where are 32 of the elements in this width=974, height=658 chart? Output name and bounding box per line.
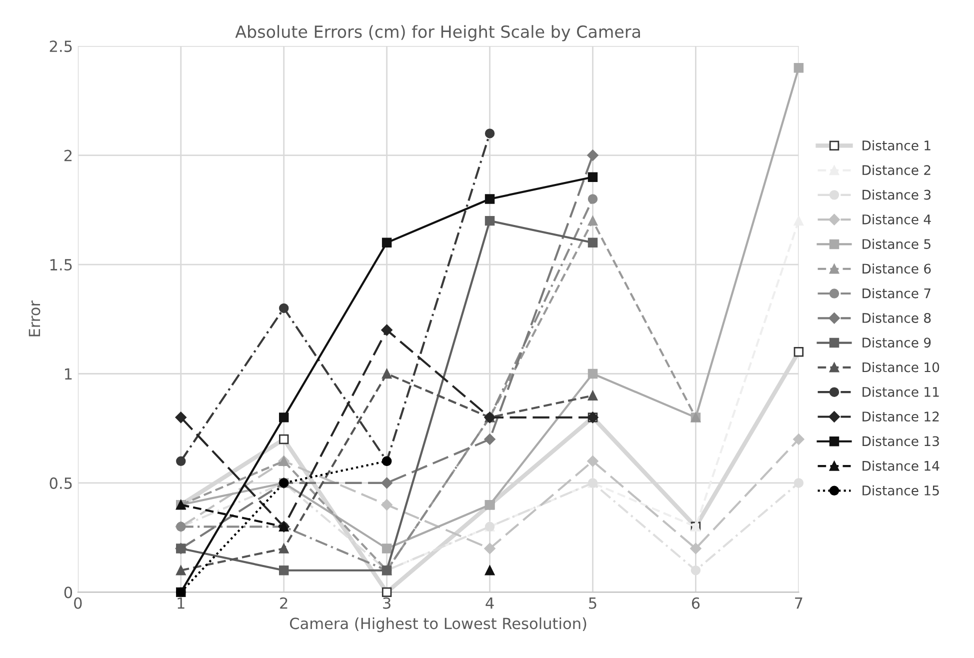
x-tick-label: 1 [178, 598, 184, 609]
y-tick-label: 0 [64, 586, 72, 598]
y-tick-label: 2 [64, 150, 72, 162]
legend-label: Distance 6 [862, 263, 931, 274]
legend-label: Distance 2 [862, 164, 930, 176]
legend-label: Distance 1 [862, 140, 930, 150]
legend-label: Distance 14 [862, 460, 940, 471]
legend-label: Distance 15 [862, 485, 939, 496]
legend-label: Distance 3 [862, 190, 931, 200]
x-tick-label: 0 [74, 597, 82, 609]
legend-label: Distance 11 [862, 386, 939, 397]
legend-label: Distance 12 [862, 411, 939, 422]
legend-label: Distance 9 [862, 337, 931, 348]
x-tick-label: 4 [486, 598, 494, 609]
legend-label: Distance 4 [862, 214, 931, 224]
x-axis-title: Camera (Highest to Lowest Resolution) [290, 617, 586, 632]
x-tick-label: 5 [589, 598, 596, 609]
chart-title: Absolute Errors (cm) for Height Scale by Camera [235, 25, 640, 42]
legend-label: Distance 10 [862, 362, 940, 372]
x-tick-label: 2 [280, 597, 288, 609]
y-tick-label: 1 [65, 368, 72, 380]
x-tick-label: 7 [795, 598, 802, 609]
legend-label: Distance 8 [862, 312, 931, 323]
legend-label: Distance 13 [862, 436, 939, 446]
y-tick-label: 1.5 [50, 259, 72, 271]
y-tick-label: 2.5 [50, 40, 72, 52]
y-tick-label: 0.5 [50, 477, 72, 489]
y-axis-title: Error [28, 300, 40, 336]
legend-label: Distance 7 [862, 288, 930, 298]
x-tick-label: 6 [692, 597, 700, 609]
x-tick-label: 3 [383, 597, 390, 609]
legend-label: Distance 5 [862, 238, 930, 250]
